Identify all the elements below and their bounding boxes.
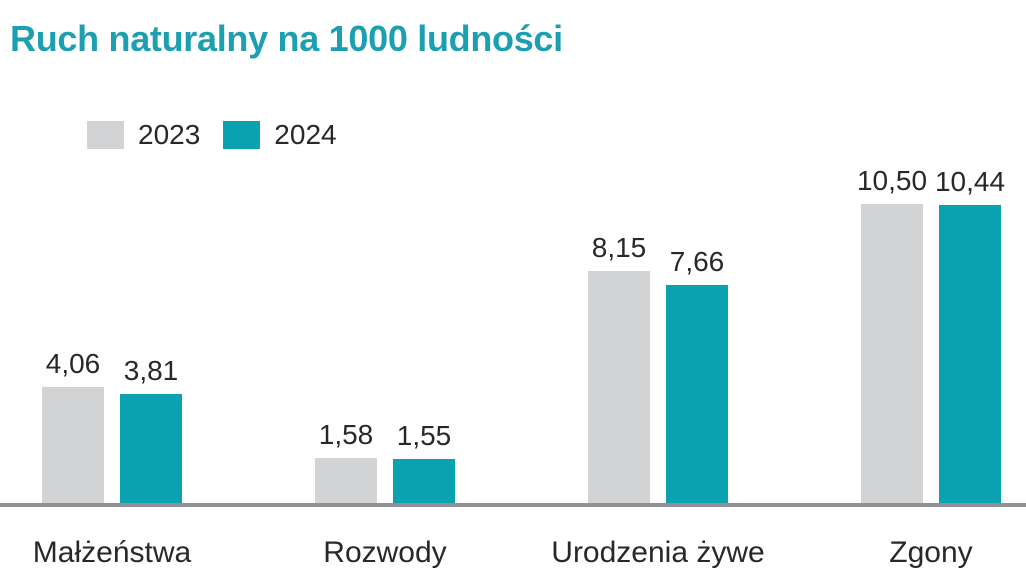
category-cell: Zgony <box>861 536 1001 570</box>
bar-col-2024: 10,44 <box>935 166 1005 503</box>
bar-group-urodzenia-zywe: 8,15 7,66 <box>588 232 728 503</box>
legend-item-2024: 2024 <box>223 119 337 151</box>
category-label-malzenstwa: Małżeństwa <box>32 536 192 569</box>
bar-2024-zgony <box>939 205 1001 503</box>
legend-item-2023: 2023 <box>87 119 200 151</box>
bar-2023-rozwody <box>315 458 377 503</box>
bar-col-2023: 8,15 <box>588 232 650 503</box>
bar-col-2024: 3,81 <box>120 355 182 503</box>
category-label-urodzenia-zywe: Urodzenia żywe <box>551 536 765 569</box>
bar-col-2024: 1,55 <box>393 420 455 503</box>
bar-col-2023: 1,58 <box>315 419 377 503</box>
bar-value-label: 1,55 <box>396 420 452 451</box>
category-cell: Małżeństwa <box>33 536 191 570</box>
bar-2024-malzenstwa <box>120 394 182 503</box>
legend-label-2024: 2024 <box>274 119 337 150</box>
bar-col-2024: 7,66 <box>666 246 728 503</box>
bar-value-label: 10,50 <box>856 165 928 196</box>
bar-2024-urodzenia-zywe <box>666 285 728 503</box>
bar-2023-urodzenia-zywe <box>588 271 650 503</box>
bar-value-label: 1,58 <box>318 419 374 450</box>
bar-2024-rozwody <box>393 459 455 503</box>
bar-group-zgony: 10,50 10,44 <box>857 165 1005 503</box>
bar-2023-zgony <box>861 204 923 503</box>
bar-col-2023: 10,50 <box>857 165 927 503</box>
bar-group-malzenstwa: 4,06 3,81 <box>42 348 182 503</box>
category-label-rozwody: Rozwody <box>323 536 447 569</box>
plot-area: 4,06 3,81 1,58 1,55 8,15 7,66 10,50 <box>0 165 1026 503</box>
bar-value-label: 4,06 <box>45 348 101 379</box>
legend-swatch-2024 <box>223 121 261 149</box>
bar-col-2023: 4,06 <box>42 348 104 503</box>
page-title: Ruch naturalny na 1000 ludności <box>10 18 563 59</box>
category-cell: Urodzenia żywe <box>551 536 764 570</box>
bar-2023-malzenstwa <box>42 387 104 503</box>
bar-value-label: 10,44 <box>934 166 1006 197</box>
bar-value-label: 7,66 <box>669 246 725 277</box>
legend-swatch-2023 <box>87 121 124 149</box>
x-axis-line <box>0 503 1026 507</box>
chart-legend: 2023 2024 <box>87 119 337 151</box>
bar-value-label: 8,15 <box>591 232 647 263</box>
bar-value-label: 3,81 <box>123 355 179 386</box>
bar-group-rozwody: 1,58 1,55 <box>315 419 455 503</box>
legend-label-2023: 2023 <box>138 119 201 150</box>
category-axis: Małżeństwa Rozwody Urodzenia żywe Zgony <box>0 536 1026 570</box>
category-cell: Rozwody <box>315 536 455 570</box>
category-label-zgony: Zgony <box>889 536 973 569</box>
